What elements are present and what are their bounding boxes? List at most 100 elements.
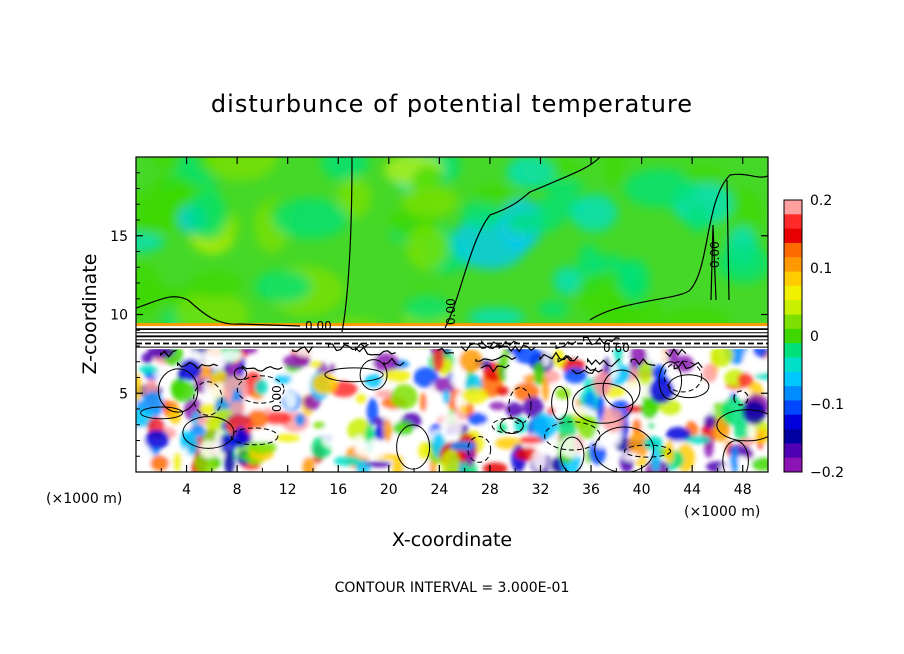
contour-line — [444, 157, 601, 329]
field-patch — [651, 420, 665, 431]
contour-label: 0.00 — [305, 319, 332, 333]
field-patch — [392, 455, 405, 472]
field-patch — [532, 413, 558, 440]
field-patch — [703, 414, 717, 429]
field-patch — [649, 377, 674, 404]
field-patch — [665, 426, 691, 442]
field-patch — [282, 354, 311, 369]
contour-line — [589, 173, 768, 321]
contour-line — [585, 364, 603, 373]
field-patch — [309, 361, 323, 368]
contour-line — [327, 342, 369, 352]
field-patch — [372, 353, 399, 372]
field-patch — [737, 372, 754, 387]
field-patch — [181, 446, 189, 472]
field-patch — [284, 391, 297, 409]
field-patch — [224, 447, 235, 472]
contour-line — [480, 364, 510, 373]
contour-line — [663, 360, 703, 393]
contour-line — [668, 374, 710, 399]
colorbar-swatch — [784, 400, 802, 416]
field-patch — [313, 421, 326, 429]
field-patch — [522, 396, 544, 418]
field-patch — [638, 359, 653, 388]
contour-line — [716, 409, 768, 442]
field-patch — [418, 442, 431, 460]
field-patch — [628, 431, 650, 457]
field-patch — [622, 452, 640, 462]
contour-line — [587, 357, 621, 367]
field-patch — [321, 401, 342, 414]
colorbar-swatch — [784, 443, 802, 459]
contour-line — [555, 340, 577, 350]
field-patch — [504, 365, 525, 380]
field-patch — [440, 412, 462, 442]
contour-line — [177, 361, 218, 370]
field-patch — [321, 157, 369, 181]
field-patch — [497, 422, 507, 434]
field-patch — [467, 307, 525, 327]
contour-line — [236, 375, 285, 404]
x-tick-label: 8 — [233, 482, 242, 498]
field-patch — [199, 440, 219, 459]
colorbar-swatch — [784, 343, 802, 358]
field-patch — [355, 394, 367, 404]
colorbar-swatch — [784, 457, 802, 473]
field-patch — [337, 177, 371, 219]
contour-line — [658, 361, 683, 400]
contour-line — [582, 336, 620, 346]
field-patch — [183, 398, 206, 422]
field-patch — [506, 157, 555, 189]
contour-line — [571, 367, 597, 375]
contour-line — [722, 440, 749, 472]
colorbar-swatch — [784, 242, 802, 258]
field-patch — [461, 199, 503, 230]
x-unit-label: (×1000 m) — [684, 504, 760, 520]
field-patch — [136, 445, 153, 465]
field-patch — [392, 433, 406, 444]
contour-label: 0.00 — [708, 241, 722, 268]
x-tick-label: 16 — [329, 482, 347, 498]
contour-line — [193, 381, 223, 416]
field-patch — [640, 397, 658, 420]
field-patch — [136, 284, 180, 305]
field-patch — [450, 369, 467, 389]
contour-line — [481, 339, 518, 349]
field-patch — [505, 402, 523, 418]
field-patch — [710, 343, 734, 367]
field-patch — [179, 358, 202, 381]
field-patch — [374, 424, 386, 442]
contour-line — [291, 346, 314, 354]
colorbar-swatch — [784, 357, 802, 373]
contour-lines — [136, 157, 768, 472]
field-patch — [353, 435, 367, 451]
field-patch — [254, 379, 268, 396]
contour-line — [594, 426, 655, 472]
field-patch — [675, 355, 694, 373]
field-patch — [441, 449, 461, 472]
contour-line — [359, 359, 388, 391]
field-patch — [383, 419, 393, 443]
field-patch — [467, 412, 488, 426]
field-patch — [647, 422, 656, 429]
contour-line — [673, 360, 703, 370]
y-tick-label: 10 — [110, 308, 128, 324]
colorbar-swatch — [784, 271, 802, 287]
x-tick-label: 4 — [182, 482, 191, 498]
field-patch — [390, 384, 418, 410]
field-patch — [275, 433, 301, 442]
field-patch — [646, 351, 669, 360]
contour-line — [602, 369, 641, 409]
band-stripe — [136, 323, 768, 327]
y-tick-label: 15 — [110, 229, 128, 245]
field-patch — [171, 380, 196, 403]
field-patch — [393, 420, 414, 436]
field-patch — [570, 194, 618, 232]
field-patch — [514, 417, 528, 434]
field-patch — [220, 349, 243, 362]
field-patch — [542, 376, 549, 402]
contour-line — [136, 296, 301, 327]
field-patch — [489, 401, 506, 411]
field-patch — [544, 178, 584, 195]
contour-line — [560, 436, 585, 472]
